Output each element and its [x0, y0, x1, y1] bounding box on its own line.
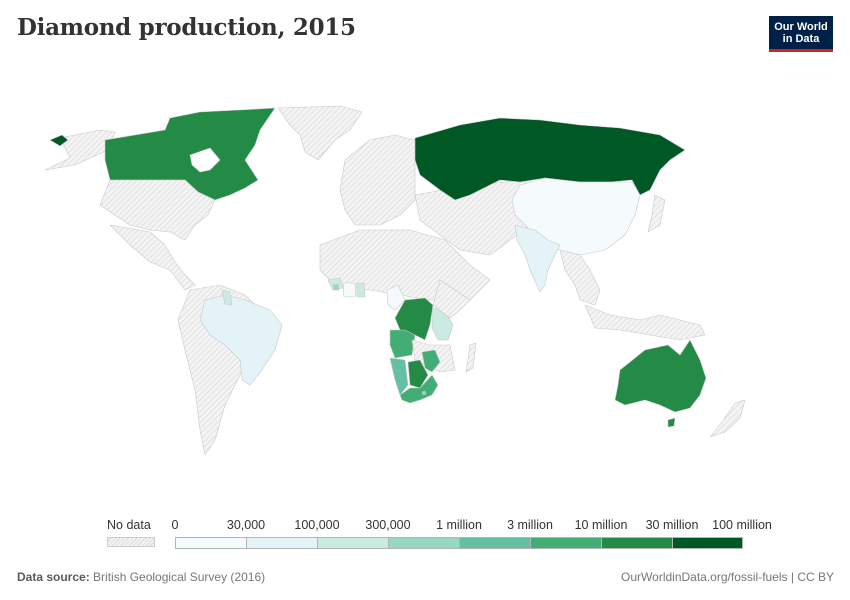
region-mexico: [109, 224, 196, 291]
data-source-text[interactable]: British Geological Survey (2016): [89, 570, 266, 584]
region-russia-east: [49, 134, 69, 147]
region-guyana: [221, 289, 233, 306]
region-tasmania: [667, 417, 676, 428]
region-alaska: [44, 129, 116, 171]
chart-title: Diamond production, 2015: [17, 14, 356, 41]
legend-bin-5[interactable]: [530, 537, 602, 549]
region-russia: [414, 117, 686, 201]
region-central-asia: [414, 179, 541, 256]
region-zimbabwe: [421, 349, 441, 373]
legend-bin-4[interactable]: [459, 537, 531, 549]
region-new-zealand: [709, 399, 746, 438]
region-japan: [647, 194, 666, 233]
region-indonesia: [584, 304, 706, 341]
region-lesotho: [421, 390, 427, 396]
region-namibia: [389, 357, 409, 396]
world-map[interactable]: [0, 90, 850, 510]
logo-line-2: in Data: [782, 32, 820, 45]
legend-bin-7[interactable]: [672, 537, 743, 549]
legend-no-data-label: No data: [107, 518, 151, 532]
owid-logo[interactable]: Our World in Data: [769, 16, 833, 52]
region-china: [511, 177, 641, 256]
region-india: [514, 224, 561, 293]
region-dr-congo: [394, 297, 434, 341]
region-car: [386, 284, 406, 311]
credit-link[interactable]: OurWorldinData.org/fossil-fuels | CC BY: [621, 570, 834, 584]
legend-bin-3[interactable]: [388, 537, 460, 549]
region-greenland: [277, 105, 363, 161]
legend: No data 0 30,000 100,000 300,000 1 milli…: [0, 515, 850, 555]
legend-label-1: 30,000: [226, 518, 266, 532]
legend-bin-1[interactable]: [246, 537, 318, 549]
data-source: Data source: British Geological Survey (…: [17, 570, 265, 584]
region-europe: [339, 134, 416, 226]
hudson-bay: [189, 147, 221, 173]
data-source-prefix: Data source:: [17, 570, 90, 584]
logo-line-1: Our World: [774, 20, 828, 33]
region-ghana: [356, 282, 366, 298]
legend-label-5: 3 million: [507, 518, 553, 532]
legend-label-7: 30 million: [645, 518, 699, 532]
region-guinea: [327, 277, 344, 291]
legend-bin-6[interactable]: [601, 537, 673, 549]
legend-no-data-swatch[interactable]: [107, 537, 155, 547]
legend-label-0: 0: [171, 518, 179, 532]
legend-label-2: 100,000: [294, 518, 340, 532]
region-botswana: [407, 359, 429, 389]
region-angola: [389, 329, 416, 359]
region-usa: [99, 179, 216, 241]
legend-bin-2[interactable]: [317, 537, 389, 549]
region-east-africa: [432, 279, 471, 319]
region-brazil: [199, 294, 283, 386]
region-south-africa: [399, 374, 439, 404]
legend-label-8: 100 million: [712, 518, 772, 532]
legend-bin-0[interactable]: [175, 537, 247, 549]
region-se-asia: [559, 249, 601, 306]
region-madagascar: [465, 342, 477, 373]
region-cote-divoire: [342, 282, 357, 298]
region-australia: [614, 339, 707, 413]
region-sierra-leone: [332, 283, 340, 291]
legend-label-6: 10 million: [574, 518, 628, 532]
legend-label-4: 1 million: [436, 518, 482, 532]
legend-label-3: 300,000: [365, 518, 411, 532]
